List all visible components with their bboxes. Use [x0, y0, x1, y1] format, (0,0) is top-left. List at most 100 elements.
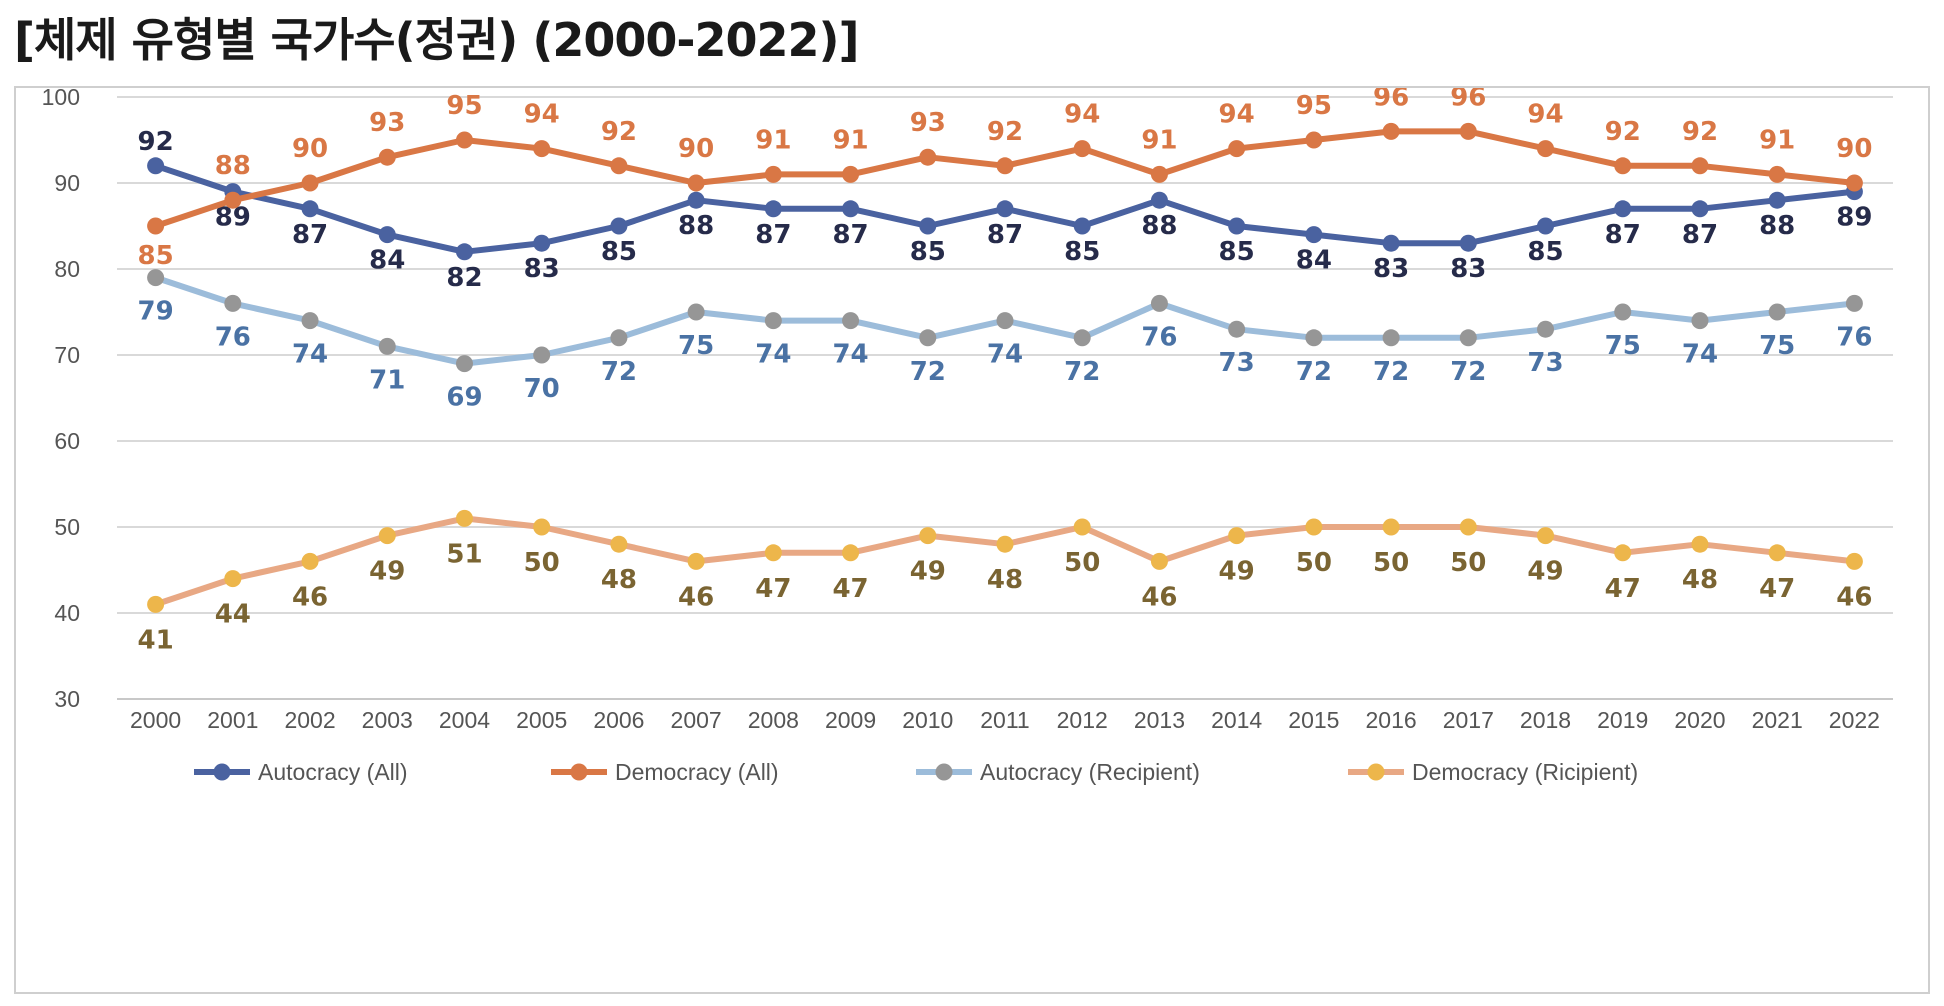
- data-label: 96: [1450, 88, 1486, 112]
- data-point: [147, 157, 165, 175]
- data-label: 95: [1296, 91, 1332, 121]
- data-label: 85: [138, 241, 174, 271]
- x-tick-label: 2019: [1597, 707, 1648, 733]
- data-point: [919, 329, 937, 347]
- data-point: [224, 294, 242, 312]
- data-point: [764, 312, 782, 330]
- data-point: [1459, 329, 1477, 347]
- data-label: 74: [832, 340, 868, 370]
- data-label: 49: [1527, 557, 1563, 587]
- data-point: [1150, 294, 1168, 312]
- data-point: [687, 303, 705, 321]
- data-label: 89: [1836, 203, 1872, 233]
- data-point: [301, 174, 319, 192]
- x-tick-label: 2009: [825, 707, 876, 733]
- data-label: 92: [601, 117, 637, 147]
- data-label: 83: [1373, 254, 1409, 284]
- data-label: 48: [601, 565, 637, 595]
- data-point: [687, 191, 705, 209]
- x-tick-label: 2008: [748, 707, 799, 733]
- data-label: 75: [1759, 331, 1795, 361]
- data-label: 85: [1527, 237, 1563, 267]
- data-point: [842, 165, 860, 183]
- y-tick-label: 60: [54, 428, 80, 454]
- line-chart: 30 40 50 60 70 80 90 100 2000 2001 2002 2003 2004 200…: [42, 88, 1893, 785]
- data-label: 46: [1836, 582, 1872, 612]
- data-label: 75: [1605, 331, 1641, 361]
- data-point: [1614, 544, 1632, 562]
- data-label: 74: [1682, 340, 1718, 370]
- data-label: 50: [1064, 548, 1100, 578]
- data-point: [1382, 518, 1400, 536]
- x-tick-label: 2004: [439, 707, 490, 733]
- data-label: 87: [755, 220, 791, 250]
- data-point: [996, 200, 1014, 218]
- data-point: [455, 243, 473, 261]
- data-label: 84: [369, 246, 405, 276]
- data-label: 94: [1219, 100, 1255, 130]
- x-tick-label: 2015: [1288, 707, 1339, 733]
- x-tick-label: 2016: [1366, 707, 1417, 733]
- data-point: [1845, 174, 1863, 192]
- data-point: [1768, 303, 1786, 321]
- data-label: 46: [1141, 582, 1177, 612]
- data-label: 88: [678, 211, 714, 241]
- legend-swatch-marker: [213, 763, 231, 781]
- data-point: [1614, 303, 1632, 321]
- data-point: [455, 131, 473, 149]
- data-point: [378, 337, 396, 355]
- data-point: [1691, 157, 1709, 175]
- data-point: [1768, 165, 1786, 183]
- data-label: 92: [1605, 117, 1641, 147]
- data-label: 79: [138, 297, 174, 327]
- x-tick-label: 2014: [1211, 707, 1262, 733]
- data-point: [1382, 234, 1400, 252]
- data-label: 91: [1759, 125, 1795, 155]
- data-label: 47: [755, 574, 791, 604]
- data-point: [842, 544, 860, 562]
- data-label: 92: [1682, 117, 1718, 147]
- data-point: [764, 544, 782, 562]
- data-label: 51: [446, 539, 482, 569]
- data-point: [764, 165, 782, 183]
- data-label: 82: [446, 263, 482, 293]
- data-label: 76: [1141, 322, 1177, 352]
- data-point: [919, 148, 937, 166]
- data-label: 73: [1219, 348, 1255, 378]
- data-label: 85: [601, 237, 637, 267]
- data-point: [1845, 294, 1863, 312]
- data-point: [1382, 329, 1400, 347]
- data-point: [147, 269, 165, 287]
- x-tick-label: 2010: [902, 707, 953, 733]
- data-point: [1073, 329, 1091, 347]
- data-label: 87: [832, 220, 868, 250]
- y-tick-label: 100: [42, 88, 80, 110]
- chart-title: [체제 유형별 국가수(정권) (2000-2022)]: [14, 13, 860, 67]
- data-label: 76: [215, 322, 251, 352]
- data-label: 85: [1064, 237, 1100, 267]
- x-tick-label: 2006: [593, 707, 644, 733]
- data-point: [533, 140, 551, 158]
- data-label: 93: [910, 108, 946, 138]
- legend-swatch-marker: [935, 763, 953, 781]
- data-point: [455, 355, 473, 373]
- y-tick-label: 40: [54, 600, 80, 626]
- x-tick-label: 2002: [284, 707, 335, 733]
- x-tick-label: 2021: [1752, 707, 1803, 733]
- data-label: 92: [138, 127, 174, 157]
- legend-swatch-marker: [1367, 763, 1385, 781]
- x-tick-label: 2018: [1520, 707, 1571, 733]
- data-point: [1459, 234, 1477, 252]
- data-point: [1459, 122, 1477, 140]
- data-point: [1073, 518, 1091, 536]
- data-label: 47: [1605, 574, 1641, 604]
- data-point: [996, 157, 1014, 175]
- data-label: 72: [1064, 357, 1100, 387]
- data-point: [1537, 217, 1555, 235]
- data-label: 85: [910, 237, 946, 267]
- data-label: 69: [446, 383, 482, 413]
- data-label: 72: [601, 357, 637, 387]
- data-point: [378, 148, 396, 166]
- data-label: 88: [215, 151, 251, 181]
- data-point: [533, 518, 551, 536]
